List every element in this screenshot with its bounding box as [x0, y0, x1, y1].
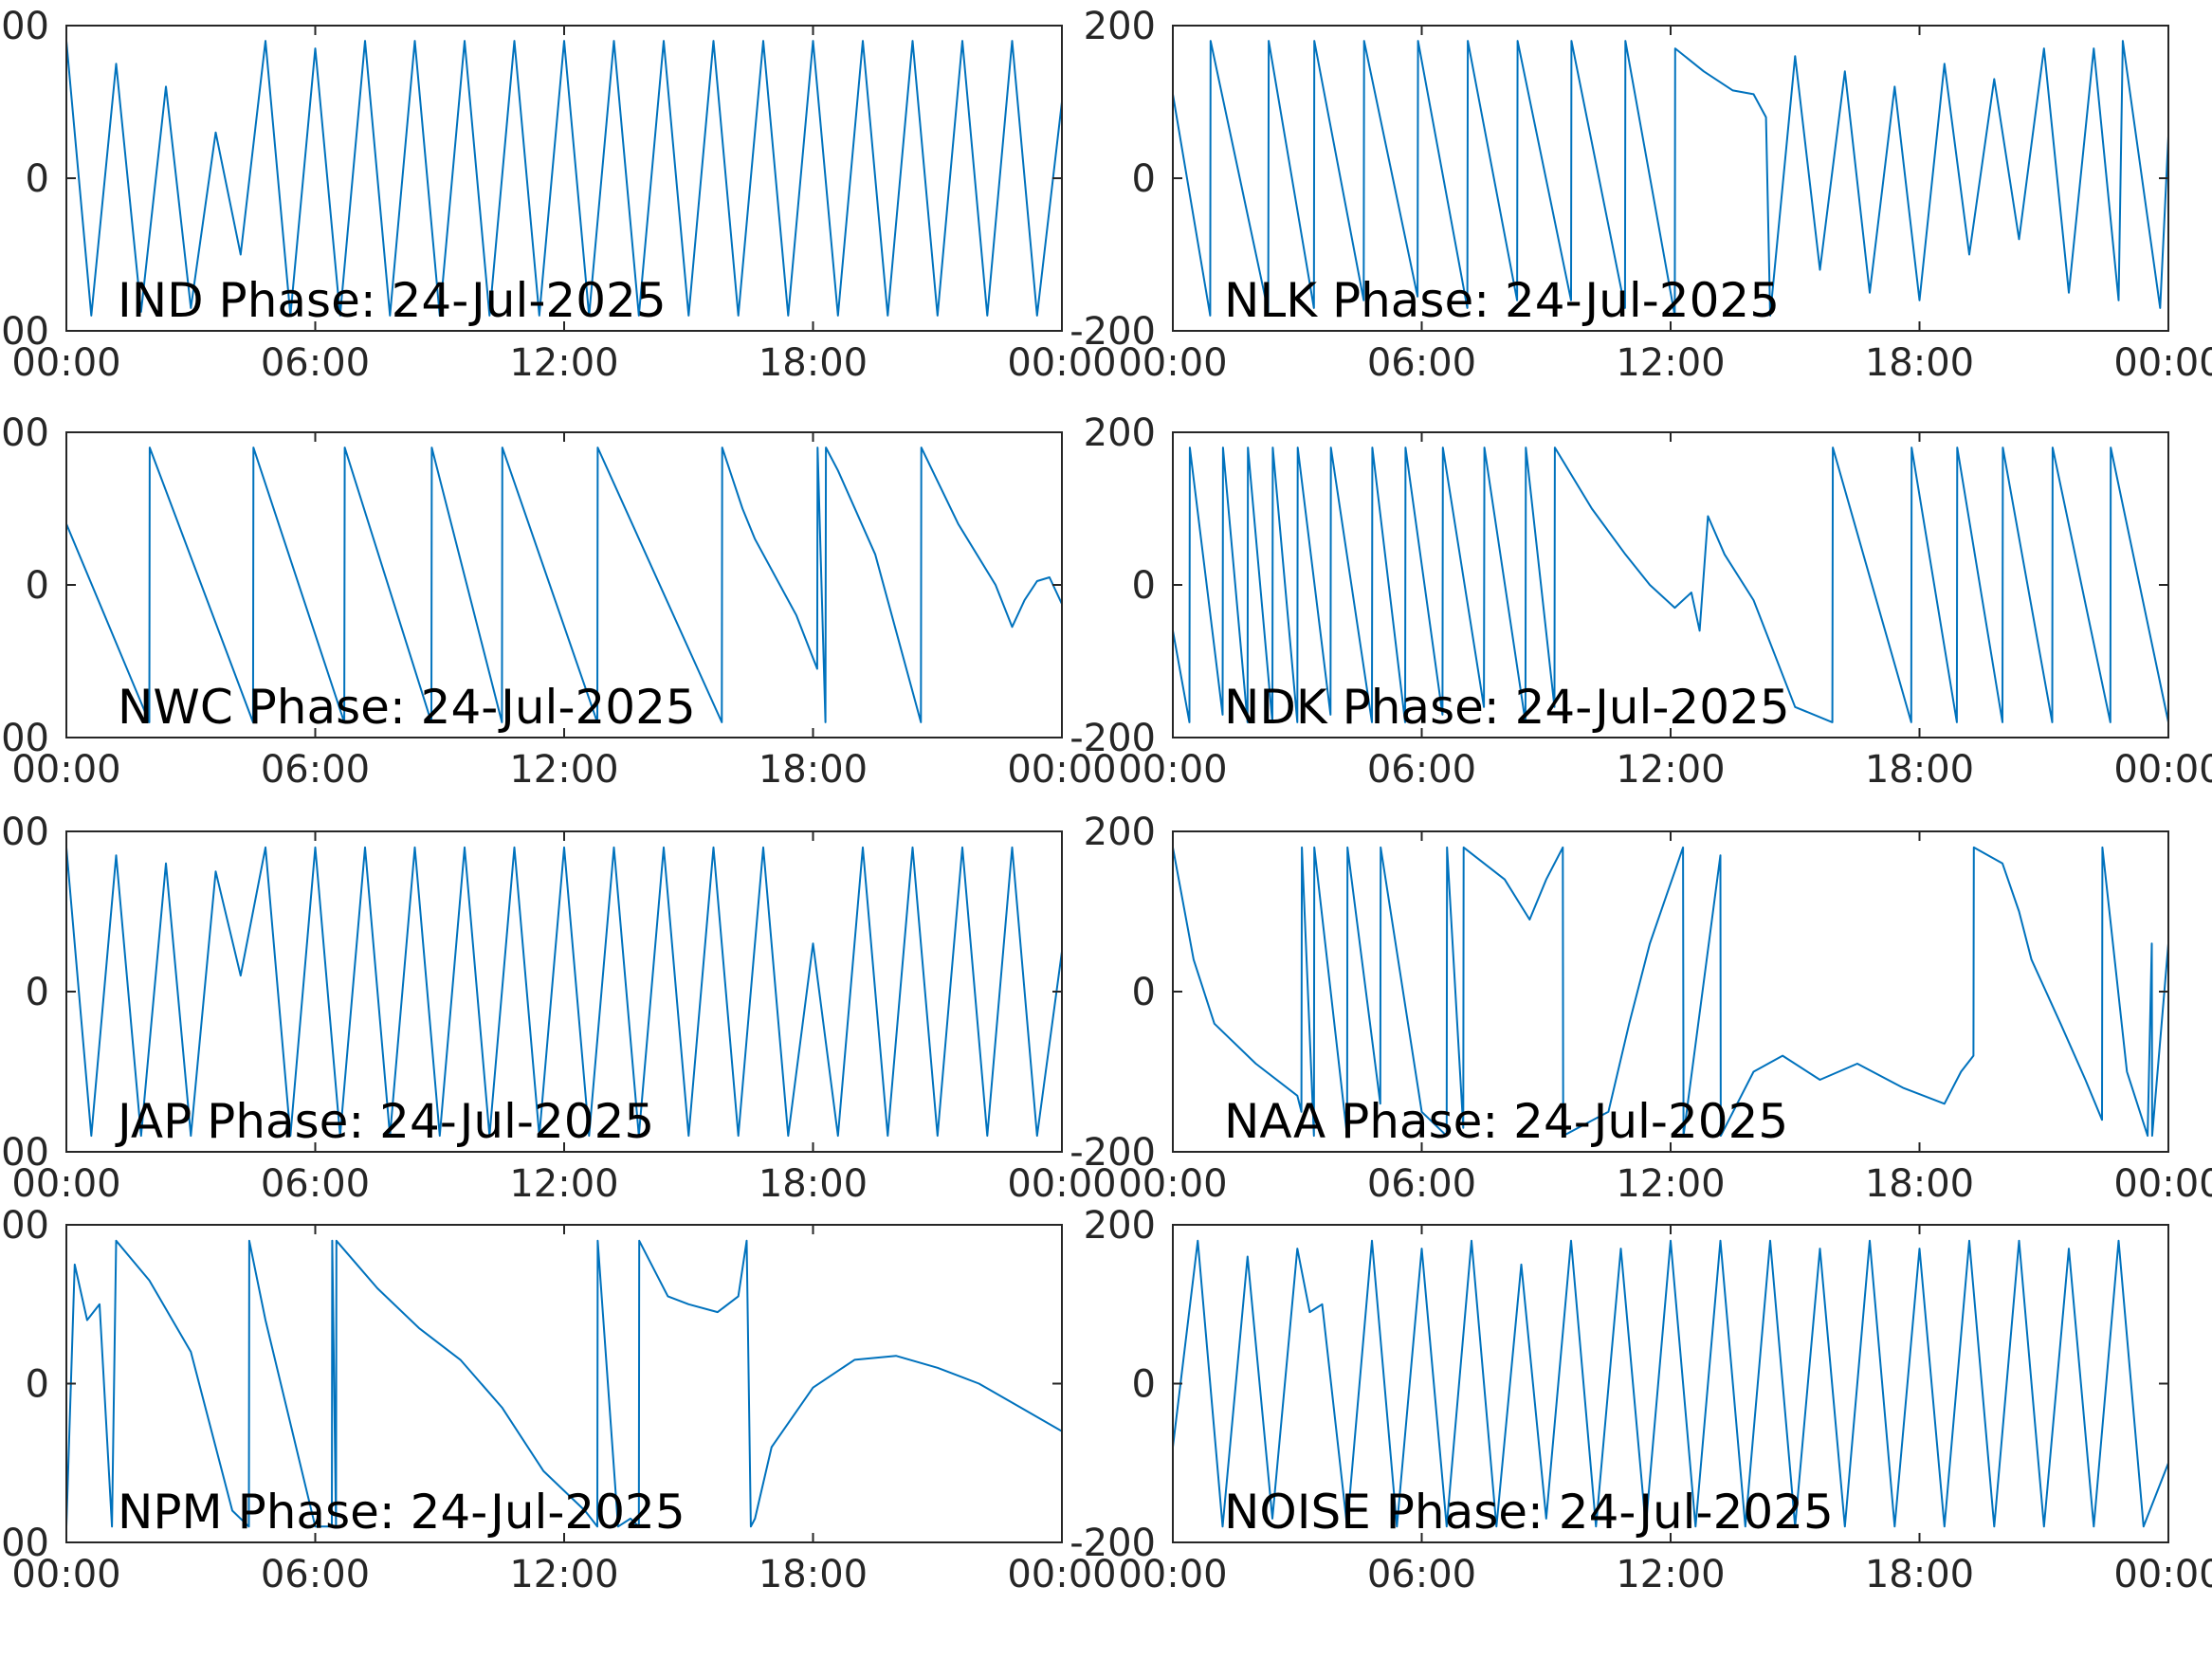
series-line-2-1 — [1173, 40, 2168, 317]
x-tick-label: 00:00 — [2113, 341, 2212, 385]
series-line-1-1 — [66, 40, 1062, 317]
panel-title: NOISE Phase: 24-Jul-2025 — [1224, 1485, 1834, 1540]
x-tick-label: 18:00 — [1865, 748, 1974, 792]
x-tick-label: 00:00 — [1007, 1162, 1116, 1206]
x-tick-label: 18:00 — [759, 1553, 868, 1596]
y-tick-label: 200 — [0, 1204, 49, 1248]
x-tick-label: 18:00 — [759, 748, 868, 792]
x-tick-label: 00:00 — [11, 1553, 120, 1596]
y-tick-label: -200 — [1069, 310, 1156, 354]
x-tick-label: 00:00 — [1007, 341, 1116, 385]
x-tick-label: 18:00 — [1865, 341, 1974, 385]
y-tick-label: 200 — [1084, 411, 1156, 455]
x-tick-label: 12:00 — [509, 1162, 618, 1206]
x-tick-label: 06:00 — [1367, 1553, 1476, 1596]
y-tick-label: 200 — [1084, 5, 1156, 48]
y-tick-label: 200 — [1084, 811, 1156, 854]
x-tick-label: 12:00 — [1616, 341, 1725, 385]
x-tick-label: 18:00 — [759, 1162, 868, 1206]
series-line-5-1 — [66, 846, 1062, 1138]
y-tick-label: 0 — [26, 971, 49, 1014]
panel-title: NPM Phase: 24-Jul-2025 — [118, 1485, 686, 1540]
x-tick-label: 18:00 — [759, 341, 868, 385]
series-line-3-1 — [66, 447, 1062, 723]
panel-title: IND Phase: 24-Jul-2025 — [118, 273, 667, 328]
x-tick-label: 00:00 — [1118, 341, 1227, 385]
x-tick-label: 00:00 — [1118, 748, 1227, 792]
panel-title: JAP Phase: 24-Jul-2025 — [115, 1094, 654, 1149]
y-tick-label: 200 — [0, 811, 49, 854]
y-tick-label: -200 — [1069, 1522, 1156, 1565]
y-tick-label: 200 — [1084, 1204, 1156, 1248]
x-tick-label: 00:00 — [2113, 1553, 2212, 1596]
x-tick-label: 00:00 — [11, 341, 120, 385]
x-tick-label: 12:00 — [509, 748, 618, 792]
y-tick-label: -200 — [0, 1522, 49, 1565]
series-line-6-1 — [1173, 846, 2168, 1138]
y-tick-label: -200 — [0, 1131, 49, 1175]
x-tick-label: 12:00 — [1616, 1162, 1725, 1206]
y-tick-label: -200 — [1069, 1131, 1156, 1175]
y-tick-label: -200 — [1069, 717, 1156, 760]
series-line-7-1 — [66, 1239, 1062, 1528]
y-tick-label: 0 — [26, 157, 49, 201]
y-tick-label: 0 — [26, 564, 49, 608]
y-tick-label: 0 — [1132, 1363, 1156, 1407]
x-tick-label: 18:00 — [1865, 1162, 1974, 1206]
panel-title: NLK Phase: 24-Jul-2025 — [1224, 273, 1780, 328]
x-tick-label: 12:00 — [1616, 748, 1725, 792]
x-tick-label: 06:00 — [261, 1162, 370, 1206]
x-tick-label: 12:00 — [509, 341, 618, 385]
x-tick-label: 12:00 — [509, 1553, 618, 1596]
x-tick-label: 12:00 — [1616, 1553, 1725, 1596]
panel-title: NWC Phase: 24-Jul-2025 — [118, 680, 696, 735]
series-line-4-1 — [1173, 447, 2168, 723]
x-tick-label: 00:00 — [2113, 748, 2212, 792]
x-tick-label: 06:00 — [1367, 1162, 1476, 1206]
x-tick-label: 06:00 — [261, 748, 370, 792]
y-tick-label: 0 — [1132, 971, 1156, 1014]
x-tick-label: 00:00 — [11, 748, 120, 792]
y-tick-label: 0 — [1132, 564, 1156, 608]
x-tick-label: 00:00 — [11, 1162, 120, 1206]
x-tick-label: 06:00 — [1367, 748, 1476, 792]
y-tick-label: 200 — [0, 411, 49, 455]
panel-title: NDK Phase: 24-Jul-2025 — [1224, 680, 1790, 735]
x-tick-label: 00:00 — [1007, 748, 1116, 792]
x-tick-label: 00:00 — [1118, 1553, 1227, 1596]
y-tick-label: -200 — [0, 310, 49, 354]
x-tick-label: 00:00 — [1118, 1162, 1227, 1206]
y-tick-label: -200 — [0, 717, 49, 760]
x-tick-label: 00:00 — [2113, 1162, 2212, 1206]
panel-title: NAA Phase: 24-Jul-2025 — [1224, 1094, 1788, 1149]
x-tick-label: 06:00 — [261, 341, 370, 385]
x-tick-label: 00:00 — [1007, 1553, 1116, 1596]
y-tick-label: 200 — [0, 5, 49, 48]
y-tick-label: 0 — [1132, 157, 1156, 201]
x-tick-label: 18:00 — [1865, 1553, 1974, 1596]
x-tick-label: 06:00 — [261, 1553, 370, 1596]
series-line-8-1 — [1173, 1239, 2168, 1528]
y-tick-label: 0 — [26, 1363, 49, 1407]
x-tick-label: 06:00 — [1367, 341, 1476, 385]
